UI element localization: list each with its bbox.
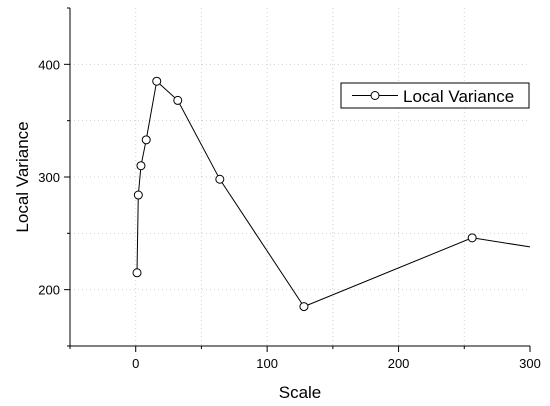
data-point (173, 95, 183, 105)
data-point (133, 190, 143, 200)
data-point (467, 233, 477, 243)
data-point (132, 268, 142, 278)
x-tick-label: 0 (132, 356, 139, 371)
data-point (152, 76, 162, 86)
grid-lines (70, 8, 530, 346)
legend-marker-sample (370, 91, 380, 100)
legend: Local Variance (340, 82, 530, 109)
x-tick-label: 100 (256, 356, 278, 371)
axis-ticks (64, 7, 531, 352)
legend-label: Local Variance (403, 87, 514, 106)
y-tick-label: 400 (38, 57, 60, 72)
tick-labels: 0 100 200 300 200 300 400 (38, 57, 541, 371)
x-tick-label: 300 (519, 356, 541, 371)
x-axis-title: Scale (279, 383, 322, 402)
y-tick-label: 200 (38, 283, 60, 298)
data-point (141, 135, 151, 145)
data-series (132, 76, 531, 312)
data-point (215, 174, 225, 184)
y-axis-title: Local Variance (13, 121, 32, 232)
data-point (136, 161, 146, 171)
x-tick-label: 200 (388, 356, 410, 371)
y-tick-label: 300 (38, 170, 60, 185)
series-line (136, 80, 531, 308)
data-point (299, 302, 309, 312)
